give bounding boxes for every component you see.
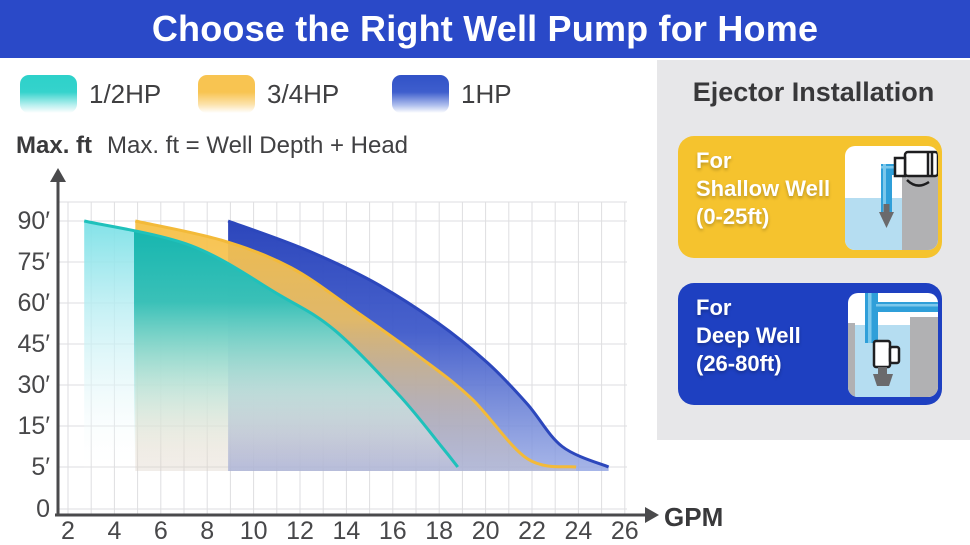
- x-tick-label: 12: [286, 517, 314, 545]
- x-tick-label: 2: [61, 517, 75, 545]
- curve-3/4HP: [134, 219, 577, 469]
- jet-pump-icon: [893, 150, 938, 187]
- deep-well-diagram-icon: [848, 293, 938, 397]
- card-line: Deep Well: [696, 323, 801, 348]
- band-1/2HP-overlay: [134, 230, 458, 471]
- curve-1/2HP: [83, 219, 459, 468]
- legend-item-half-hp: 1/2HP: [20, 75, 161, 113]
- x-tick-label: 22: [518, 517, 546, 545]
- y-tick-label: 60′: [17, 289, 51, 317]
- deep-well-card-text: For Deep Well (26-80ft): [696, 294, 801, 378]
- foot-valve-icon: [873, 367, 893, 386]
- card-line: For: [696, 148, 732, 173]
- y-axis-title: Max. ft: [16, 132, 93, 159]
- x-tick-label: 8: [200, 517, 215, 545]
- x-tick-label: 14: [332, 517, 361, 545]
- axis-note-formula: Max. ft = Well Depth + Head: [107, 132, 409, 159]
- chart-axes: [50, 168, 659, 523]
- x-tick-label: 18: [425, 517, 454, 545]
- x-tick-label: 20: [471, 517, 500, 545]
- legend-swatch-yellow: [198, 75, 255, 113]
- x-tick-label: 6: [153, 517, 168, 545]
- card-line: For: [696, 295, 732, 320]
- x-tick-label: 24: [564, 517, 593, 545]
- legend-item-three-quarter-hp: 3/4HP: [198, 75, 339, 113]
- y-tick-label: 90′: [17, 207, 51, 235]
- legend-item-one-hp: 1HP: [392, 75, 512, 113]
- deep-well-card: For Deep Well (26-80ft): [678, 283, 942, 405]
- pipe-horizontal: [876, 302, 938, 312]
- shallow-well-card-text: For Shallow Well (0-25ft): [696, 147, 830, 231]
- x-axis-arrow-icon: [645, 507, 659, 523]
- x-axis-title: GPM: [664, 502, 724, 532]
- curve-1HP: [227, 219, 610, 469]
- legend-swatch-blue: [392, 75, 449, 113]
- card-line: (0-25ft): [696, 204, 770, 229]
- card-line: (26-80ft): [696, 351, 782, 376]
- shallow-well-diagram-icon: [845, 146, 938, 250]
- x-tick-label: 26: [610, 517, 639, 545]
- arrow-down-icon: [879, 212, 894, 228]
- x-tick-label: 4: [107, 517, 122, 545]
- shallow-well-card: For Shallow Well (0-25ft): [678, 136, 942, 258]
- legend-label: 3/4HP: [267, 78, 340, 109]
- x-tick-label: 16: [378, 517, 407, 545]
- sidebar-heading: Ejector Installation: [692, 77, 935, 107]
- water: [845, 198, 905, 250]
- card-line: Shallow Well: [696, 176, 831, 201]
- y-tick-label: 15′: [17, 412, 51, 440]
- title-bar: Choose the Right Well Pump for Home: [0, 0, 970, 58]
- pipe-vertical: [881, 164, 892, 216]
- y-tick-label: 45′: [17, 330, 51, 358]
- ground: [902, 176, 938, 250]
- legend-swatch-teal: [20, 75, 77, 113]
- x-tick-label: 10: [239, 517, 268, 545]
- y-axis-arrow-icon: [50, 168, 66, 182]
- y-tick-label: 0: [36, 495, 50, 523]
- legend-label: 1HP: [461, 78, 512, 109]
- well-wall: [848, 323, 855, 397]
- y-tick-label: 75′: [17, 248, 51, 276]
- ground: [910, 317, 938, 397]
- pump-curve-bands: [83, 219, 610, 471]
- ejector-installation-panel: Ejector Installation For Shallow Well (0…: [657, 60, 970, 440]
- legend-label: 1/2HP: [89, 78, 162, 109]
- y-tick-label: 5′: [31, 453, 50, 481]
- y-tick-label: 30′: [17, 371, 51, 399]
- page-title: Choose the Right Well Pump for Home: [151, 8, 819, 49]
